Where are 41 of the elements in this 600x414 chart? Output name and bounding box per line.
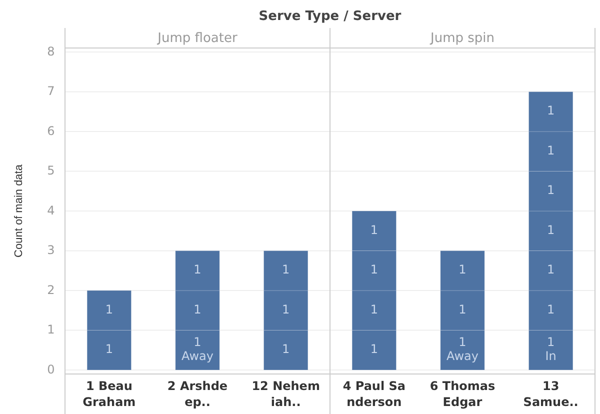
data-label: 1 [370, 302, 378, 317]
data-label: 1 [370, 342, 378, 356]
data-label: 1 [370, 262, 378, 277]
chart-subtitle: Jump floater [156, 31, 238, 46]
data-label: 1 [194, 302, 202, 317]
x-tick-label: 13 Samue.. [523, 379, 578, 409]
data-label: 1 [105, 342, 113, 356]
y-tick-label: 7 [47, 84, 55, 98]
x-tick-label: 2 Arshde ep.. [167, 379, 228, 409]
data-label: 1 [282, 342, 290, 356]
data-label: 1 [547, 302, 555, 317]
y-tick-label: 4 [47, 203, 55, 218]
data-label: 1 [370, 223, 378, 238]
y-tick-label: 6 [47, 124, 55, 138]
data-label: 1 Away [446, 335, 478, 364]
y-tick-label: 3 [47, 243, 55, 258]
x-tick-label: 6 Thomas Edgar [430, 379, 496, 409]
data-label: 1 [194, 262, 202, 277]
x-tick-label: 12 Nehem iah.. [252, 379, 320, 409]
data-label: 1 [547, 262, 555, 277]
data-label: 1 [282, 302, 290, 317]
chart-subtitle: Jump spin [430, 31, 494, 46]
data-label: 1 [547, 104, 555, 118]
y-tick-label: 5 [47, 164, 55, 178]
data-label: 1 [282, 262, 290, 277]
chart-title: Serve Type / Server [258, 9, 402, 24]
y-axis-title: Count of main data [13, 164, 25, 258]
x-tick-label: 4 Paul Sa nderson [342, 379, 406, 409]
data-label: 1 Away [182, 335, 214, 364]
y-tick-label: 8 [47, 44, 55, 58]
data-label: 1 [547, 144, 555, 158]
data-label: 1 [458, 302, 466, 317]
x-tick-label: 1 Beau Graham [82, 379, 136, 409]
y-tick-label: 1 [47, 322, 55, 337]
y-tick-label: 2 [47, 282, 55, 297]
data-label: 1 [547, 183, 555, 198]
y-tick-label: 0 [47, 362, 55, 376]
data-label: 1 [105, 302, 113, 317]
data-label: 1 [458, 262, 466, 277]
data-label: 1 In [545, 335, 556, 364]
data-label: 1 [547, 223, 555, 238]
